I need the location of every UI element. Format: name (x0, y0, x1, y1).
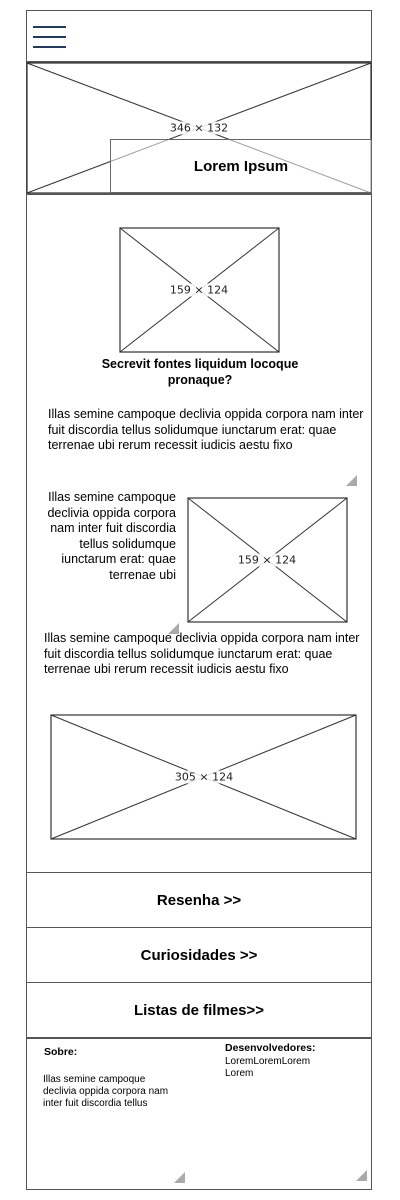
article-heading: Secrevit fontes liquidum locoque pronaqu… (101, 357, 299, 387)
footer-devs-text: LoremLoremLorem Lorem (225, 1056, 311, 1079)
footer-divider (26, 1037, 372, 1039)
resenha-button[interactable]: Resenha >> (26, 872, 372, 927)
article-image-1-size-label: 159 × 124 (168, 283, 230, 297)
resize-handle-icon[interactable] (174, 1172, 185, 1183)
page-frame (26, 10, 372, 1190)
footer-devs-title: Desenvolvedores: (225, 1042, 316, 1054)
curiosidades-button[interactable]: Curiosidades >> (26, 927, 372, 982)
resize-handle-icon[interactable] (168, 623, 179, 634)
listas-de-filmes-button[interactable]: Listas de filmes>> (26, 982, 372, 1037)
hero-title: Lorem Ipsum (110, 139, 372, 193)
hero-image-size-label: 346 × 132 (168, 121, 230, 135)
hero-divider (26, 193, 372, 195)
article-paragraph-1: Illas semine campoque declivia oppida co… (48, 407, 364, 452)
article-image-3 (50, 714, 357, 840)
header-divider (26, 61, 372, 63)
article-image-2-size-label: 159 × 124 (236, 553, 298, 567)
footer-about-text: Illas semine campoque declivia oppida co… (43, 1074, 169, 1109)
resize-handle-icon[interactable] (356, 1170, 367, 1181)
resize-handle-icon[interactable] (346, 475, 357, 486)
article-paragraph-3: Illas semine campoque declivia oppida co… (44, 631, 360, 676)
article-paragraph-2: Illas semine campoque declivia oppida co… (47, 490, 176, 582)
article-image-3-size-label: 305 × 124 (173, 770, 235, 784)
footer-about-title: Sobre: (44, 1046, 78, 1058)
hamburger-menu-icon[interactable] (33, 24, 66, 50)
